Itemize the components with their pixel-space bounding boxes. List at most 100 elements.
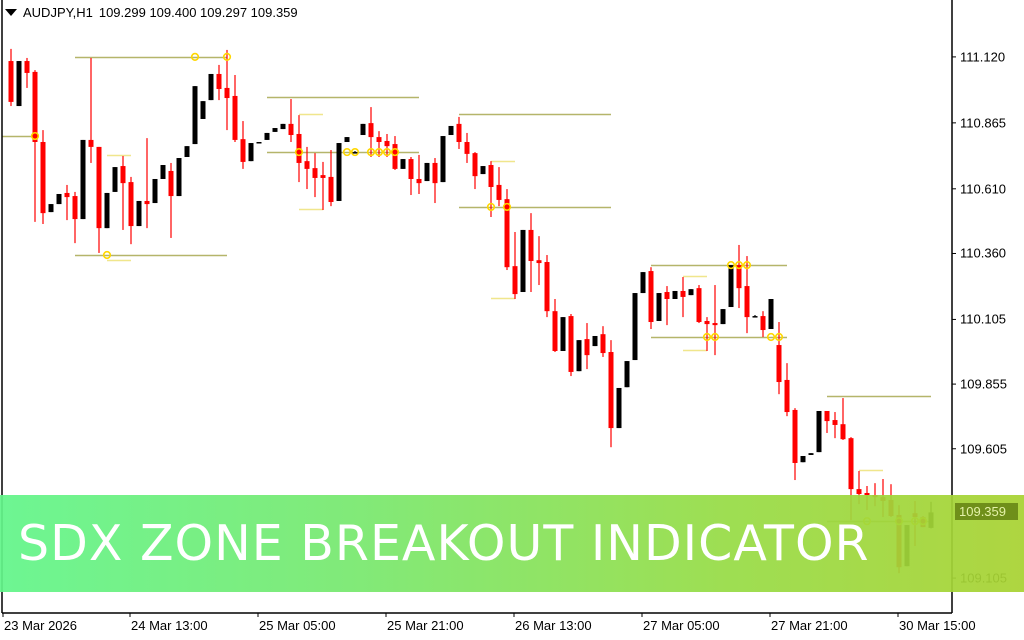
- candle-body: [544, 262, 550, 312]
- candle-body: [40, 141, 46, 214]
- time-tick-label: 27 Mar 05:00: [643, 618, 720, 633]
- bearish-candle: [512, 232, 518, 299]
- bearish-candle: [680, 277, 686, 318]
- candle-body: [208, 73, 214, 101]
- candle-body: [800, 455, 806, 463]
- bearish-candle: [288, 99, 294, 142]
- bearish-candle: [72, 191, 78, 244]
- candle-body: [192, 86, 198, 145]
- candle-body: [632, 293, 638, 361]
- bullish-candle: [560, 317, 566, 351]
- candle-body: [368, 123, 374, 138]
- candle-body: [624, 361, 630, 388]
- candle-body: [752, 316, 758, 318]
- time-tick-label: 26 Mar 13:00: [515, 618, 592, 633]
- bullish-candle: [160, 165, 166, 179]
- bullish-candle: [80, 139, 86, 220]
- candle-body: [144, 200, 150, 205]
- candle-body: [856, 489, 862, 495]
- candle-body: [200, 101, 206, 119]
- chart-header: AUDJPY,H1 109.299 109.400 109.297 109.35…: [5, 5, 298, 20]
- ohlc-readout: 109.299 109.400 109.297 109.359: [98, 5, 298, 20]
- bullish-candle: [336, 143, 342, 201]
- candle-body: [640, 272, 646, 294]
- candle-body: [464, 141, 470, 154]
- candle-body: [384, 140, 390, 147]
- candle-body: [216, 73, 222, 89]
- candle-body: [680, 290, 686, 297]
- bearish-candle: [544, 255, 550, 318]
- candle-body: [32, 71, 38, 142]
- bearish-candle: [96, 146, 102, 253]
- candle-body: [112, 167, 118, 192]
- bullish-candle: [424, 162, 430, 182]
- candle-body: [352, 152, 358, 154]
- candle-body: [288, 123, 294, 136]
- dropdown-triangle-icon[interactable]: [5, 9, 17, 16]
- candle-body: [408, 159, 414, 179]
- bearish-candle: [416, 154, 422, 194]
- breakout-marker-circle: [374, 147, 384, 157]
- candle-body: [736, 265, 742, 289]
- candle-body: [704, 320, 710, 325]
- candle-body: [304, 161, 310, 169]
- candle-body: [360, 123, 366, 136]
- bearish-candle: [760, 311, 766, 338]
- bearish-candle: [472, 152, 478, 190]
- candle-body: [424, 162, 430, 182]
- candle-body: [744, 286, 750, 318]
- bearish-candle: [40, 130, 46, 224]
- candle-body: [656, 293, 662, 321]
- candle-body: [400, 159, 406, 169]
- candle-body: [312, 168, 318, 178]
- bearish-candle: [608, 340, 614, 448]
- candle-body: [152, 178, 158, 204]
- candle-body: [776, 345, 782, 383]
- breakout-marker-circle: [734, 261, 744, 270]
- bullish-candle: [448, 125, 454, 136]
- breakout-marker-circle: [350, 147, 360, 157]
- candle-body: [72, 196, 78, 220]
- candle-body: [344, 137, 350, 142]
- bearish-candle: [320, 161, 326, 211]
- candle-body: [728, 265, 734, 308]
- bearish-candle: [600, 326, 606, 357]
- candle-body: [232, 95, 238, 140]
- bullish-candle: [104, 192, 110, 229]
- candle-body: [88, 139, 94, 147]
- candle-body: [760, 316, 766, 331]
- bearish-candle: [24, 57, 30, 88]
- breakout-marker-circle: [342, 147, 352, 157]
- candle-body: [336, 143, 342, 201]
- time-tick-label: 24 Mar 13:00: [131, 618, 208, 633]
- bullish-candle: [280, 123, 286, 130]
- candle-body: [488, 165, 494, 188]
- candle-body: [176, 158, 182, 197]
- bullish-candle: [344, 137, 350, 142]
- price-tick-label: 109.605: [960, 441, 1007, 457]
- candle-body: [416, 178, 422, 184]
- candle-body: [768, 298, 774, 330]
- bearish-candle: [464, 132, 470, 163]
- price-tick-label: 110.865: [960, 115, 1007, 131]
- breakout-marker-circle: [710, 332, 720, 342]
- time-tick-label: 23 Mar 2026: [4, 618, 77, 633]
- candle-body: [672, 290, 678, 299]
- candle-body: [432, 162, 438, 184]
- candle-body: [496, 184, 502, 200]
- bullish-candle: [200, 101, 206, 119]
- bearish-candle: [376, 131, 382, 158]
- bearish-candle: [392, 136, 398, 170]
- candle-body: [808, 453, 814, 455]
- bearish-candle: [240, 121, 246, 169]
- bearish-candle: [64, 184, 70, 221]
- breakout-marker-circle: [774, 332, 784, 342]
- bullish-candle: [272, 128, 278, 132]
- bullish-candle: [768, 298, 774, 330]
- bullish-candle: [752, 315, 758, 318]
- bearish-candle: [168, 162, 174, 238]
- candle-body: [48, 204, 54, 213]
- bullish-candle: [184, 146, 190, 158]
- breakout-marker-circle: [390, 147, 400, 157]
- price-tick-label: 110.360: [960, 245, 1007, 261]
